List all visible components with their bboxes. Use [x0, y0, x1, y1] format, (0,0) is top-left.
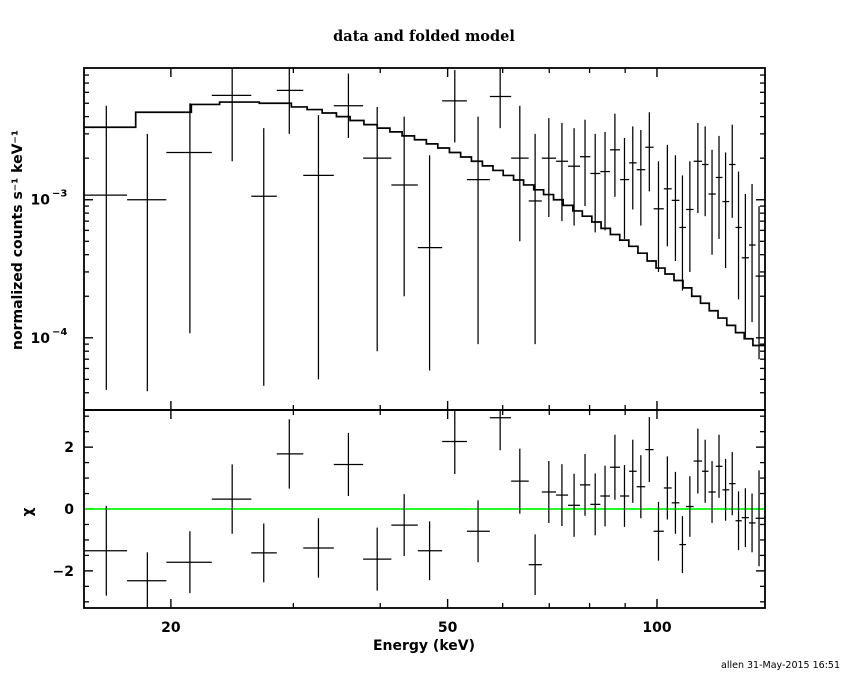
x-tick-label: 50: [438, 620, 458, 636]
page-title: data and folded model: [333, 28, 515, 45]
lower-panel-y-axis-label: χ: [20, 507, 36, 516]
x-tick-label: 100: [642, 620, 671, 636]
y-tick-label: 10 −3: [31, 189, 68, 209]
x-axis-label: Energy (keV): [373, 638, 475, 654]
chi-y-tick-label: 0: [64, 502, 74, 518]
svg-text:−3: −3: [52, 189, 67, 200]
timestamp-stamp: allen 31-May-2015 16:51: [721, 660, 840, 671]
y-tick-label: 10 −4: [31, 327, 68, 347]
chi-y-tick-label: −2: [53, 564, 74, 580]
upper-panel: 10−310−4: [31, 67, 766, 411]
data-errorbars: [84, 68, 765, 392]
upper-panel-y-axis-label: normalized counts s⁻¹ keV⁻¹: [10, 130, 26, 350]
svg-text:10: 10: [31, 193, 51, 209]
svg-text:−4: −4: [52, 327, 67, 338]
svg-text:10: 10: [31, 331, 51, 347]
chi-errorbars: [84, 410, 765, 608]
chi-y-tick-label: 2: [64, 440, 74, 456]
x-tick-label: 20: [161, 620, 181, 636]
